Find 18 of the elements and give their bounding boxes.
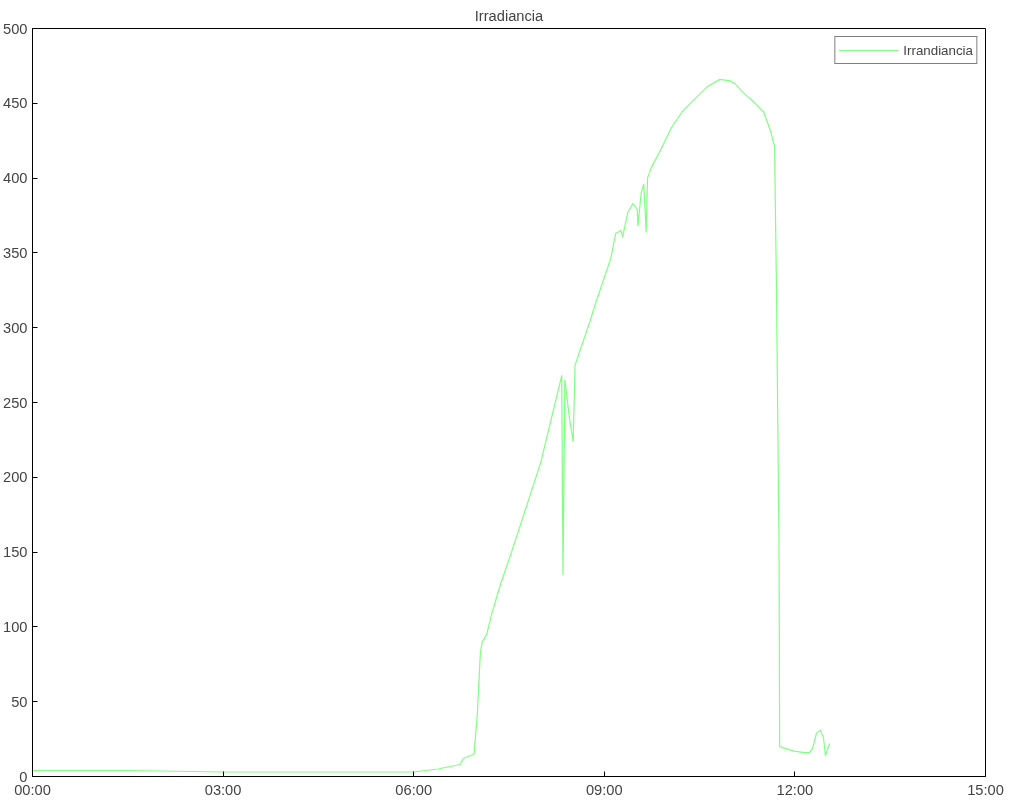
y-tick-label: 500 [3, 20, 28, 37]
legend-label: Irrandiancia [903, 42, 973, 58]
y-tick-label: 100 [3, 618, 28, 635]
y-tick-label: 300 [3, 319, 28, 336]
x-tick-label: 09:00 [585, 781, 623, 798]
y-tick-label: 50 [11, 693, 28, 710]
chart-title: Irradiancia [474, 7, 545, 24]
x-tick-label: 03:00 [204, 781, 242, 798]
y-tick-label: 250 [3, 394, 28, 411]
y-tick-label: 350 [3, 244, 28, 261]
line-series [32, 78, 831, 773]
y-tick-label: 200 [3, 469, 28, 486]
y-tick-label: 400 [3, 170, 28, 187]
x-tick-label: 06:00 [395, 781, 433, 798]
y-tick-label: 150 [3, 544, 28, 561]
x-tick-label: 15:00 [967, 781, 1004, 798]
y-tick-label: 450 [3, 95, 28, 112]
x-tick-label: 12:00 [776, 781, 814, 798]
